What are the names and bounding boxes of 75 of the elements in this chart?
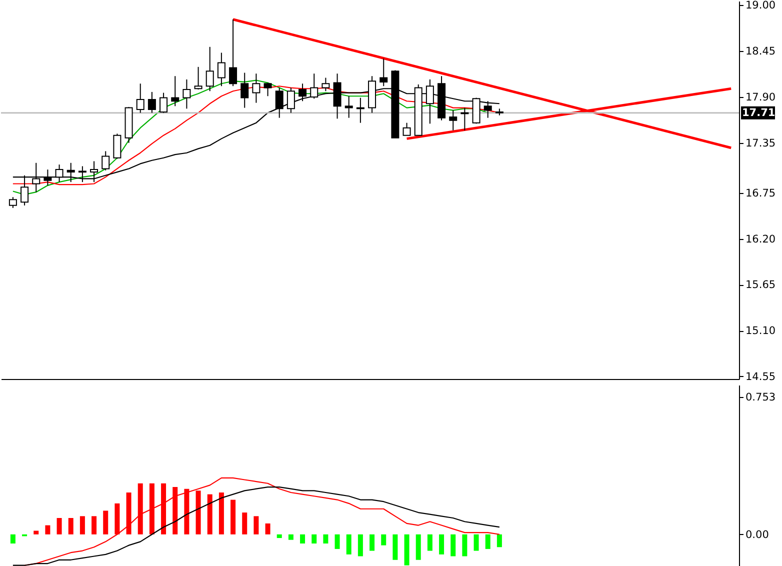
bar [218, 492, 224, 534]
candlestick [148, 91, 156, 114]
bar [450, 534, 456, 556]
candlestick [264, 82, 272, 97]
bar [149, 483, 154, 534]
bar [381, 534, 386, 546]
y-tick-label: 0.00 [746, 528, 769, 541]
candlestick [252, 73, 260, 104]
bar [496, 534, 502, 548]
bar [427, 534, 432, 551]
candlestick [344, 96, 353, 118]
bar [207, 494, 212, 534]
bar [92, 516, 97, 534]
bar [45, 525, 50, 534]
bar [34, 530, 39, 534]
bar [242, 512, 248, 534]
candlestick [171, 76, 180, 107]
bar [288, 534, 294, 540]
bar [323, 534, 328, 544]
candlestick [8, 196, 17, 208]
y-tick-label: 0.753 [746, 392, 776, 404]
bar [416, 534, 421, 560]
bar [276, 534, 282, 538]
bar [196, 490, 201, 534]
bar [392, 534, 398, 560]
bar [370, 534, 375, 551]
bar [404, 534, 410, 566]
bar [68, 518, 74, 534]
candlestick [449, 110, 458, 131]
y-tick-label: 16.75 [746, 187, 776, 200]
y-tick-label: 15.65 [746, 279, 776, 292]
bar [265, 523, 270, 534]
bar [230, 500, 236, 534]
y-tick-label: 15.10 [746, 325, 776, 338]
candlestick [136, 83, 144, 114]
candlestick [217, 52, 226, 87]
candlestick [102, 150, 110, 171]
bar [346, 534, 352, 554]
bar [80, 516, 85, 534]
candlestick [206, 46, 214, 92]
bar [254, 516, 259, 534]
bar [439, 534, 444, 554]
y-tick-label: 16.20 [746, 233, 776, 246]
y-tick-label: 14.55 [746, 370, 776, 383]
bar [161, 483, 166, 534]
y-tick-label: 18.45 [746, 46, 776, 58]
bar [300, 534, 306, 544]
candlestick [113, 133, 122, 160]
y-tick-label: 17.90 [746, 91, 776, 104]
bar [334, 534, 340, 549]
bar [462, 534, 468, 556]
y-tick-label: 19.00 [746, 0, 776, 12]
candlestick [229, 18, 238, 87]
candlestick [380, 58, 388, 87]
bar [312, 534, 317, 544]
candlestick [240, 72, 249, 108]
ref-line-label: 17.71 [742, 106, 776, 119]
bar [184, 488, 190, 534]
bar [358, 534, 363, 556]
bar [56, 518, 62, 534]
candlestick [402, 122, 411, 136]
candlestick [160, 92, 168, 114]
bar [485, 534, 490, 549]
candlestick [484, 100, 492, 118]
bar [126, 492, 132, 534]
bar [103, 510, 108, 534]
bar [10, 534, 16, 544]
bar [114, 503, 120, 534]
bar [138, 483, 143, 534]
bar [474, 534, 479, 551]
y-tick-label: 17.35 [746, 137, 776, 150]
candlestick [182, 78, 191, 110]
candlestick [194, 66, 202, 90]
bar [172, 487, 178, 534]
candlestick [322, 77, 330, 92]
